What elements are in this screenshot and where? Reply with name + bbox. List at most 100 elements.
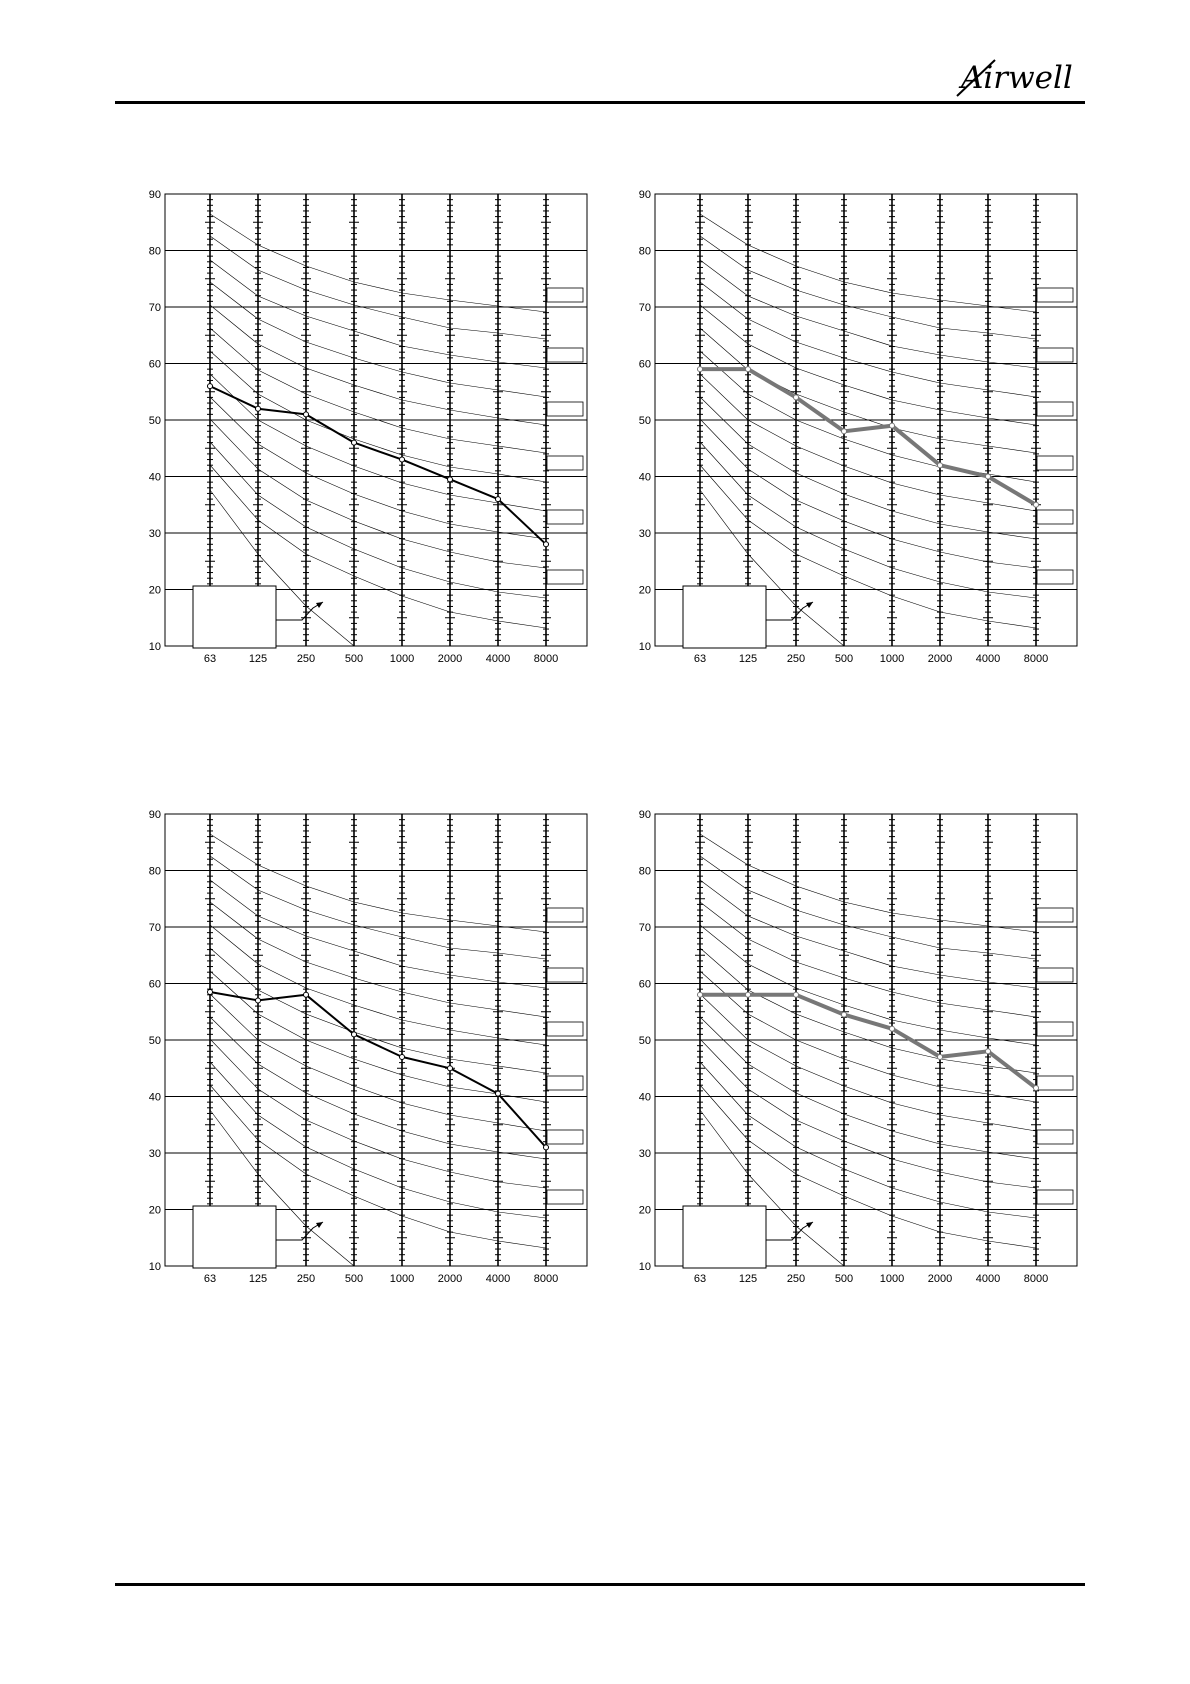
data-point bbox=[543, 541, 549, 548]
y-tick-label: 70 bbox=[639, 302, 651, 314]
arrow-head-icon bbox=[806, 1222, 813, 1228]
nr-curve bbox=[209, 993, 547, 1132]
x-tick-label: 500 bbox=[835, 653, 853, 665]
x-tick-label: 125 bbox=[249, 653, 267, 665]
curve-label-box bbox=[1036, 287, 1074, 303]
data-point bbox=[447, 1065, 453, 1072]
data-point bbox=[937, 462, 943, 469]
curve-label-box bbox=[1036, 569, 1074, 585]
legend-arrow bbox=[276, 601, 324, 621]
legend-arrow bbox=[766, 601, 814, 621]
nr-curve bbox=[209, 1061, 547, 1219]
nr-curve bbox=[699, 924, 1037, 1046]
curve-label-box bbox=[546, 569, 584, 585]
y-tick-label: 80 bbox=[639, 866, 651, 878]
curve-label-box bbox=[1036, 509, 1074, 525]
data-point bbox=[351, 439, 357, 446]
data-point bbox=[1033, 1085, 1039, 1092]
nr-curve bbox=[209, 1084, 547, 1249]
nr-curve bbox=[699, 396, 1037, 540]
y-tick-label: 90 bbox=[149, 189, 161, 201]
nr-curve bbox=[699, 833, 1037, 933]
data-point bbox=[207, 988, 213, 995]
nr-curve bbox=[209, 879, 547, 989]
nr-curve bbox=[209, 970, 547, 1103]
curve-label-box bbox=[546, 907, 584, 923]
x-tick-label: 250 bbox=[787, 1273, 805, 1285]
nr-curve bbox=[209, 1016, 547, 1160]
x-tick-label: 1000 bbox=[880, 1273, 904, 1285]
y-tick-label: 30 bbox=[149, 1148, 161, 1160]
nr-curve bbox=[699, 970, 1037, 1103]
airwell-logo-icon: Airwell bbox=[956, 59, 1073, 97]
x-tick-label: 250 bbox=[787, 653, 805, 665]
curve-label-box bbox=[1036, 347, 1074, 363]
curve-label-box bbox=[1036, 401, 1074, 417]
nr-curve bbox=[699, 259, 1037, 369]
x-tick-label: 125 bbox=[739, 1273, 757, 1285]
data-point bbox=[745, 366, 751, 373]
chart-svg: 90 80 70 60 50 40 30 20 10 63 125 250 500 1000 2000 400… bbox=[639, 189, 1078, 665]
series-line bbox=[700, 992, 1038, 1090]
series-line bbox=[209, 385, 547, 546]
data-point bbox=[745, 991, 751, 998]
y-tick-label: 20 bbox=[639, 1205, 651, 1217]
legend-arrow bbox=[276, 1221, 324, 1241]
chart-top-right: 90 80 70 60 50 40 30 20 10 63 125 250 500 1000 2000 400… bbox=[625, 182, 1095, 682]
x-tick-label: 4000 bbox=[976, 1273, 1000, 1285]
y-tick-label: 60 bbox=[149, 359, 161, 371]
data-point bbox=[495, 1090, 501, 1097]
nr-curve bbox=[209, 901, 547, 1018]
nr-curve bbox=[209, 1109, 355, 1267]
y-tick-label: 30 bbox=[639, 528, 651, 540]
y-tick-label: 40 bbox=[149, 472, 161, 484]
x-tick-label: 500 bbox=[345, 1273, 363, 1285]
curve-label-box bbox=[546, 401, 584, 417]
x-tick-label: 8000 bbox=[534, 653, 558, 665]
nr-curve bbox=[209, 235, 547, 340]
nr-curve bbox=[699, 1109, 845, 1267]
x-tick-label: 1000 bbox=[390, 653, 414, 665]
data-point bbox=[793, 991, 799, 998]
curve-label-box bbox=[1036, 455, 1074, 471]
y-tick-label: 10 bbox=[639, 641, 651, 653]
curve-label-box bbox=[546, 1189, 584, 1205]
data-point bbox=[1033, 501, 1039, 508]
data-point bbox=[697, 991, 703, 998]
x-tick-label: 125 bbox=[739, 653, 757, 665]
nr-curve bbox=[699, 373, 1037, 512]
y-tick-label: 20 bbox=[149, 1205, 161, 1217]
y-tick-label: 30 bbox=[149, 528, 161, 540]
data-point bbox=[255, 405, 261, 412]
x-tick-label: 1000 bbox=[880, 653, 904, 665]
curve-label-box bbox=[1036, 907, 1074, 923]
data-point bbox=[985, 1048, 991, 1055]
y-tick-label: 90 bbox=[639, 809, 651, 821]
legend-box bbox=[192, 585, 277, 649]
y-tick-label: 40 bbox=[639, 472, 651, 484]
x-tick-label: 8000 bbox=[534, 1273, 558, 1285]
arrow-head-icon bbox=[316, 1222, 323, 1228]
curve-label-box bbox=[546, 455, 584, 471]
nr-curve bbox=[699, 281, 1037, 398]
data-point bbox=[841, 428, 847, 435]
y-tick-label: 50 bbox=[639, 1035, 651, 1047]
y-tick-label: 70 bbox=[149, 922, 161, 934]
y-tick-label: 80 bbox=[639, 246, 651, 258]
nr-curve bbox=[209, 213, 547, 313]
y-tick-label: 50 bbox=[149, 415, 161, 427]
nr-curve bbox=[699, 901, 1037, 1018]
nr-curve bbox=[209, 1038, 547, 1189]
curve-label-box bbox=[546, 347, 584, 363]
legend-box bbox=[192, 1205, 277, 1269]
nr-curve bbox=[699, 441, 1037, 599]
x-tick-label: 63 bbox=[204, 653, 216, 665]
data-point bbox=[889, 422, 895, 429]
nr-curve bbox=[209, 418, 547, 569]
nr-curve bbox=[699, 304, 1037, 426]
nr-curve bbox=[209, 947, 547, 1074]
y-tick-label: 80 bbox=[149, 246, 161, 258]
y-tick-label: 50 bbox=[149, 1035, 161, 1047]
y-tick-label: 40 bbox=[149, 1092, 161, 1104]
nr-curve bbox=[209, 350, 547, 483]
